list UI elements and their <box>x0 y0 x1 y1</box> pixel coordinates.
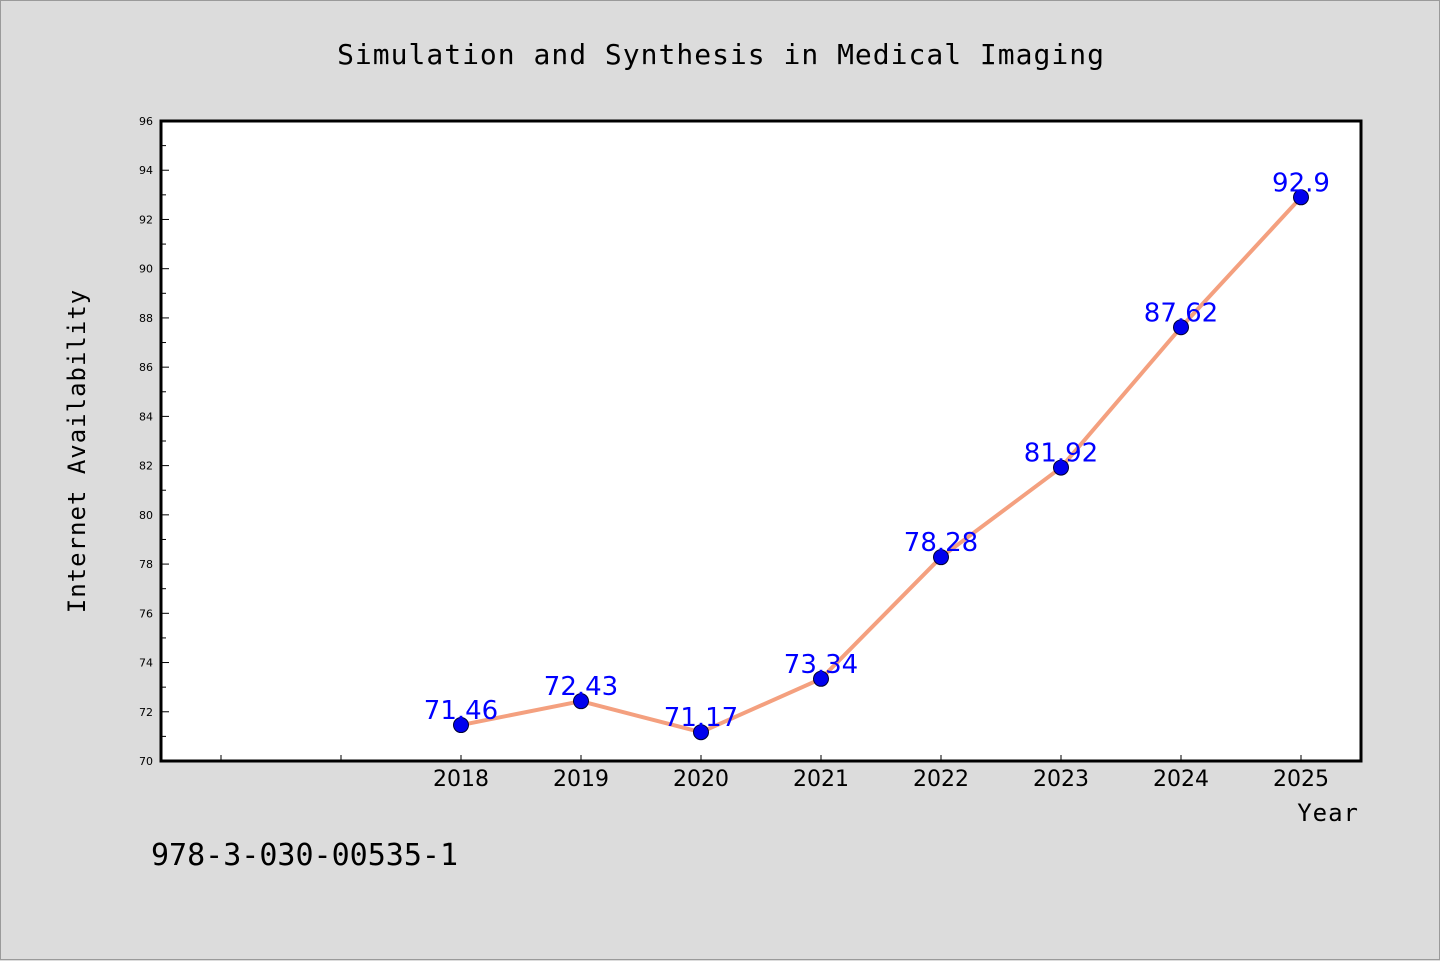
data-label: 87.62 <box>1144 298 1218 328</box>
x-axis-label: Year <box>1297 799 1359 827</box>
y-tick-label: 96 <box>139 115 153 128</box>
x-tick-label: 2018 <box>433 767 489 792</box>
data-label: 71.46 <box>424 696 498 726</box>
data-label: 72.43 <box>544 672 618 702</box>
y-axis-label: Internet Availability <box>63 289 91 613</box>
x-tick-label: 2024 <box>1153 767 1209 792</box>
data-labels: 71.46 72.43 71.17 73.34 78.28 81.92 87.62 92.9 <box>424 168 1330 733</box>
data-label: 78.28 <box>904 528 978 558</box>
x-tick-label: 2025 <box>1273 767 1329 792</box>
y-tick-label: 72 <box>139 706 153 719</box>
y-tick-label: 92 <box>139 213 153 226</box>
y-tick-label: 70 <box>139 755 153 768</box>
data-point <box>1293 189 1309 206</box>
data-point <box>813 670 829 687</box>
series-layer <box>453 189 1309 741</box>
data-label: 81.92 <box>1024 439 1098 469</box>
data-label: 73.34 <box>784 650 858 680</box>
y-tick-label: 84 <box>139 410 153 423</box>
y-tick-label: 78 <box>139 558 153 571</box>
data-point <box>1053 459 1069 476</box>
data-point <box>573 693 589 710</box>
data-label: 92.9 <box>1272 168 1330 198</box>
y-tick-label: 94 <box>139 164 153 177</box>
y-tick-label: 80 <box>139 509 153 522</box>
chart-title: Simulation and Synthesis in Medical Imag… <box>337 38 1105 71</box>
plot-border <box>159 119 1363 763</box>
data-point <box>933 549 949 566</box>
series-line <box>460 195 1303 735</box>
isbn-text: 978-3-030-00535-1 <box>151 838 458 873</box>
y-tick-label: 82 <box>139 460 153 473</box>
data-point <box>693 724 709 741</box>
data-point <box>453 717 469 734</box>
x-tick-label: 2019 <box>553 767 609 792</box>
x-tick-label: 2021 <box>793 767 849 792</box>
y-tick-label: 74 <box>139 657 153 670</box>
data-label: 71.17 <box>664 703 738 733</box>
plot-area <box>161 121 1361 761</box>
x-tick-label: 2023 <box>1033 767 1089 792</box>
y-tick-label: 86 <box>139 361 153 374</box>
x-tick-label: 2020 <box>673 767 729 792</box>
y-tick-label: 76 <box>139 607 153 620</box>
y-tick-label: 88 <box>139 312 153 325</box>
x-tick-label: 2022 <box>913 767 969 792</box>
x-axis-ticks: 2018 2019 2020 2021 2022 2023 2024 2025 <box>220 755 1329 792</box>
data-point <box>1173 319 1189 336</box>
y-tick-label: 90 <box>139 263 153 276</box>
y-axis-ticks: 70 72 74 76 78 80 82 84 86 88 90 92 94 96 <box>139 115 169 768</box>
